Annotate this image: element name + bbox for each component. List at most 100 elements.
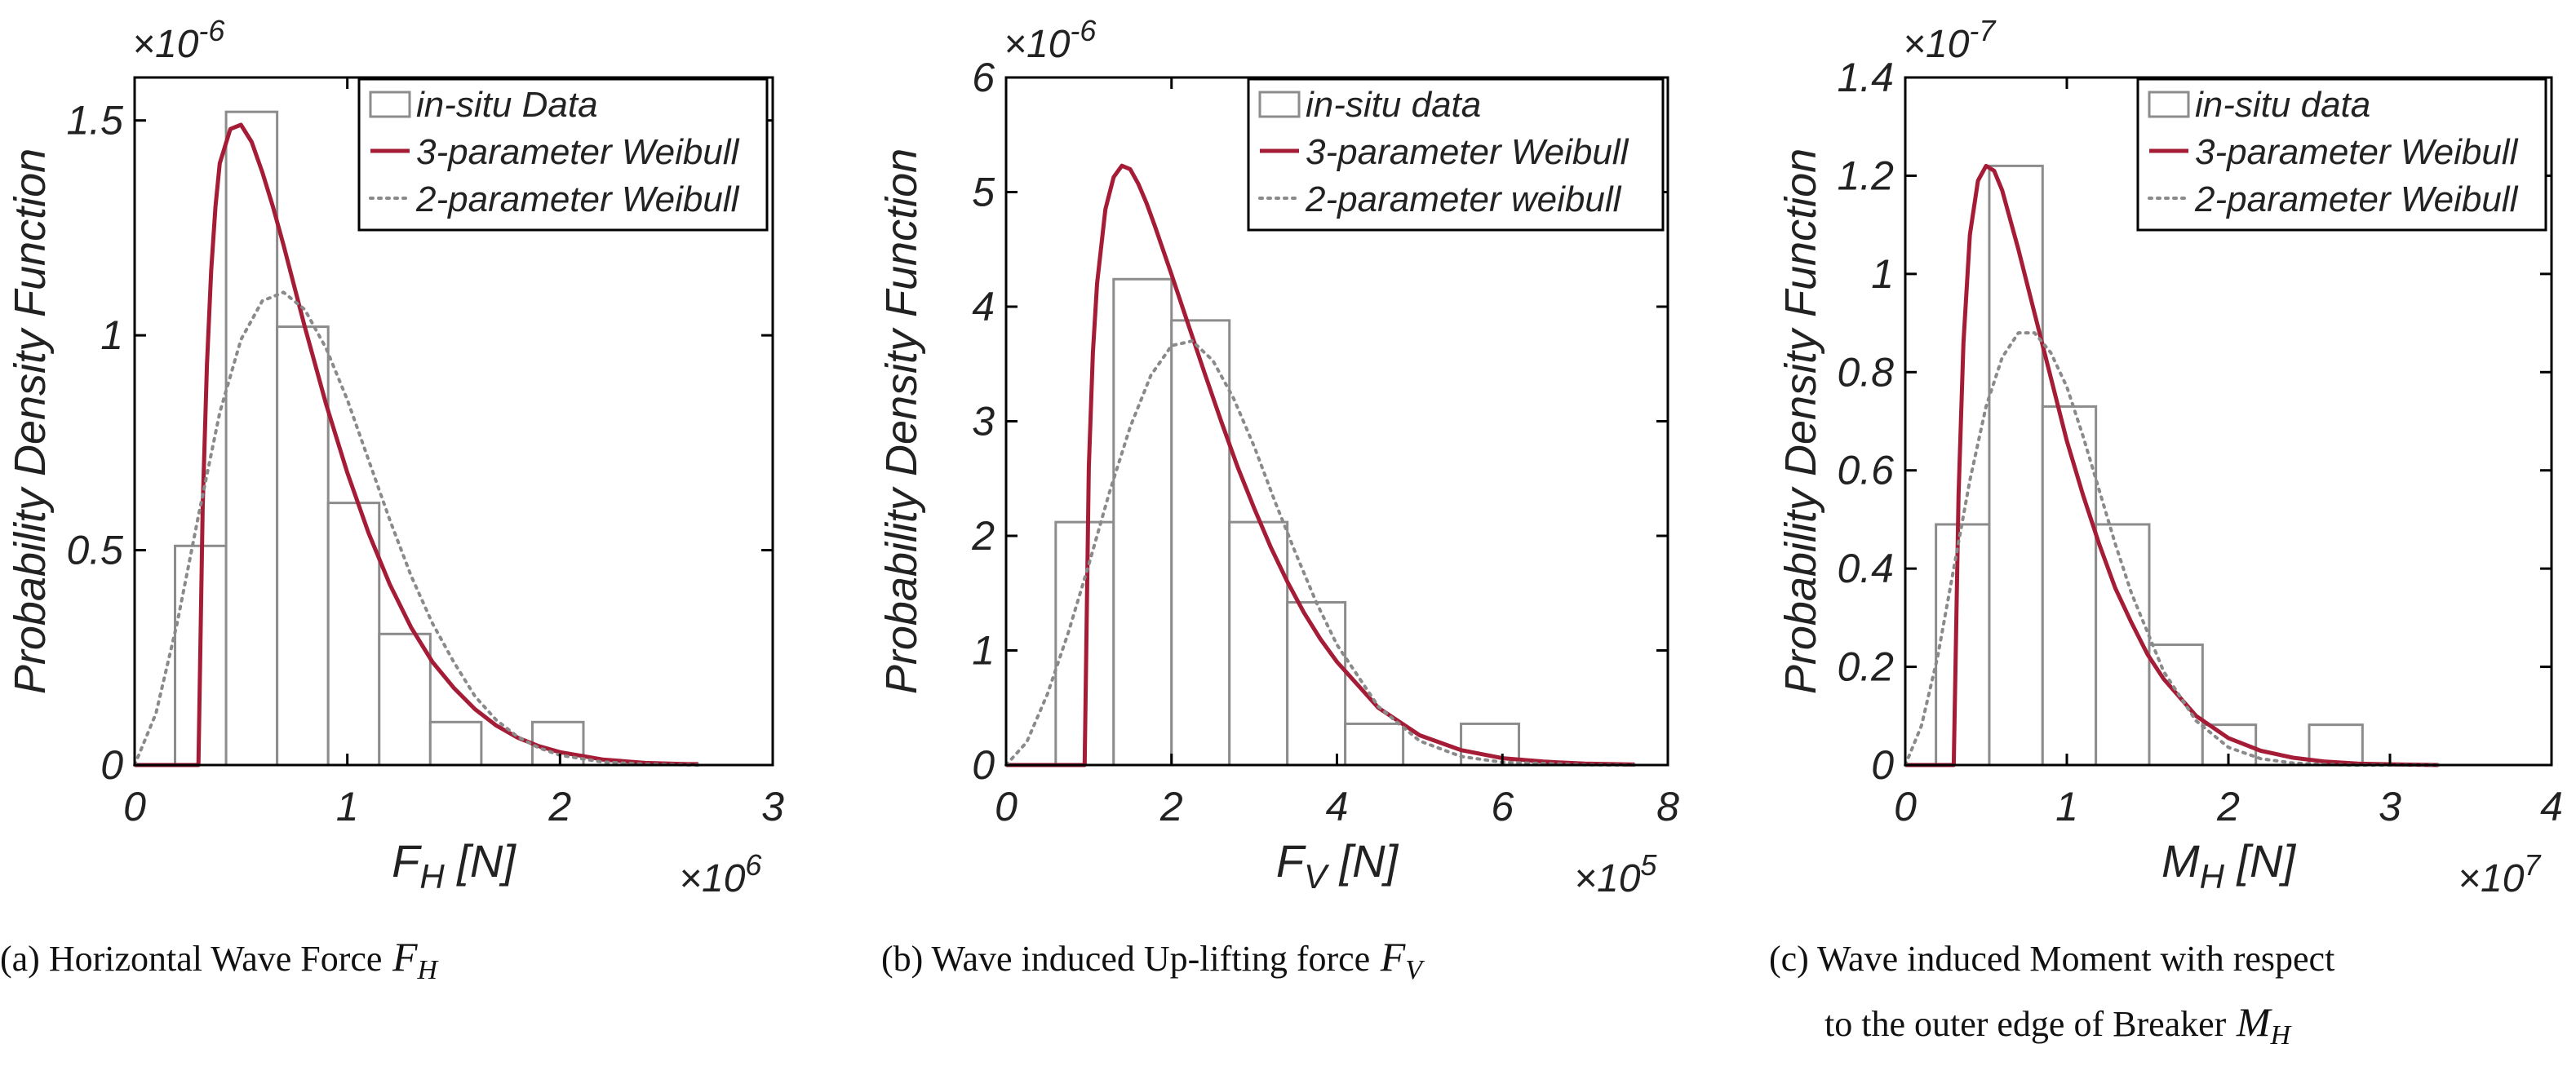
y-tick-label: 4	[972, 284, 995, 330]
legend-box	[357, 77, 769, 232]
curve-3-parameter-weibull	[1905, 163, 2439, 767]
y-tick-label: 1	[100, 312, 123, 358]
x-tick-label: 3	[2379, 784, 2401, 829]
x-tick-label: 1	[2055, 784, 2078, 829]
histogram-bar	[1286, 600, 1347, 767]
x-label-unit: [N]	[445, 835, 517, 887]
caption-symbol: F	[382, 934, 418, 980]
x-tick-label: 8	[1656, 784, 1679, 829]
x-label-subscript: V	[1304, 857, 1330, 896]
curve-2-parameter-weibull	[133, 290, 700, 767]
chart-panel-1: 0 1 2 3 0 0.5 1 1.5×10-6 ×106 FH [N] Probability D…	[0, 14, 784, 985]
histogram-bar	[428, 720, 483, 767]
y-tick-label: 3	[972, 399, 995, 445]
axes-frame	[133, 76, 774, 767]
x-label-unit: [N]	[2224, 835, 2297, 887]
histogram-bar	[1228, 520, 1289, 767]
legend-swatch-histogram	[2148, 91, 2190, 118]
y-tick-label: 0	[100, 742, 123, 788]
y-tick-label: 0.5	[66, 528, 123, 573]
histogram-bar	[2041, 405, 2098, 767]
y-tick-label: 0.6	[1837, 448, 1894, 493]
y-axis-multiplier: ×10-7	[1903, 14, 1997, 66]
legend-label: in-situ Data	[416, 85, 598, 125]
y-tick-label: 1	[1871, 251, 1894, 297]
histogram-bar	[1112, 277, 1173, 767]
y-multiplier-exponent: -6	[198, 14, 225, 47]
histogram-bar	[1344, 722, 1405, 767]
caption-symbol: M	[2226, 999, 2272, 1045]
legend-box	[1247, 77, 1665, 232]
legend-label: 3-parameter Weibull	[416, 132, 740, 172]
x-axis-multiplier: ×106	[679, 848, 762, 900]
histogram-bar	[224, 110, 279, 767]
x-multiplier-exponent: 5	[1640, 848, 1657, 882]
x-tick-label: 0	[1894, 784, 1917, 829]
legend-swatch-histogram	[1258, 91, 1301, 118]
x-axis-multiplier: ×107	[2458, 848, 2542, 900]
y-tick-label: 0.4	[1837, 546, 1894, 591]
legend-label: in-situ data	[2195, 85, 2370, 125]
legend-box	[2136, 77, 2547, 232]
y-tick-label: 0	[972, 742, 995, 788]
y-tick-label: 2	[971, 513, 995, 559]
y-axis-multiplier: ×10-6	[1004, 14, 1097, 66]
legend-label: in-situ data	[1306, 85, 1481, 125]
y-tick-label: 1.5	[66, 98, 123, 144]
caption-symbol-subscript: V	[1405, 955, 1425, 985]
y-tick-label: 1	[972, 628, 995, 674]
caption-symbol-subscript: H	[2270, 1020, 2293, 1051]
caption: (a) Horizontal Wave Force FH	[0, 934, 440, 985]
curve-3-parameter-weibull	[135, 122, 698, 767]
curve-3-parameter-weibull	[1006, 163, 1635, 767]
x-tick-label: 3	[761, 784, 784, 829]
legend-label: 3-parameter Weibull	[1306, 132, 1629, 172]
x-axis-multiplier: ×105	[1574, 848, 1657, 900]
caption-symbol-subscript: H	[417, 955, 440, 985]
legend-label: 2-parameter weibull	[1305, 179, 1622, 219]
x-label-unit: [N]	[1327, 835, 1399, 887]
histogram-bar	[2148, 643, 2204, 767]
y-axis-label: Probability Density Function	[6, 148, 55, 694]
y-tick-label: 0.8	[1837, 349, 1894, 395]
y-multiplier-exponent: -7	[1969, 14, 1997, 47]
histogram-bar	[2308, 723, 2364, 767]
y-axis-multiplier: ×10-6	[132, 14, 225, 66]
histogram-bar	[1935, 523, 1991, 767]
histogram-bar	[276, 325, 330, 767]
x-tick-label: 4	[1326, 784, 1349, 829]
x-multiplier-exponent: 6	[745, 848, 762, 882]
y-multiplier-exponent: -6	[1070, 14, 1097, 47]
y-tick-label: 1.2	[1837, 153, 1894, 198]
caption-symbol: F	[1370, 934, 1406, 980]
x-tick-label: 2	[1159, 784, 1183, 829]
x-tick-label: 0	[995, 784, 1018, 829]
x-label-subscript: H	[419, 857, 445, 896]
y-axis-label: Probability Density Function	[1776, 148, 1825, 694]
x-tick-label: 0	[123, 784, 146, 829]
x-tick-label: 2	[2216, 784, 2240, 829]
histogram-bar	[1170, 319, 1231, 767]
curve-2-parameter-weibull	[1904, 331, 2441, 767]
histogram-bar	[1988, 164, 2044, 767]
caption: (c) Wave induced Moment with respect	[1769, 939, 2334, 979]
legend-label: 2-parameter Weibull	[415, 179, 740, 219]
y-axis-label: Probability Density Function	[877, 148, 926, 694]
y-tick-label: 1.4	[1837, 55, 1894, 100]
x-tick-label: 2	[548, 784, 571, 829]
x-multiplier-exponent: 7	[2524, 848, 2542, 882]
legend-label: 2-parameter Weibull	[2194, 179, 2519, 219]
caption-line-2: to the outer edge of Breaker MH	[1824, 999, 2293, 1051]
y-tick-label: 0	[1871, 742, 1894, 788]
x-axis-label: MH [N]	[2161, 835, 2297, 896]
x-axis-label: FH [N]	[392, 835, 517, 896]
x-tick-label: 4	[2540, 784, 2563, 829]
histogram-bar	[326, 502, 381, 767]
x-label-subscript: H	[2200, 857, 2225, 896]
curve-2-parameter-weibull	[1004, 339, 1637, 767]
legend-label: 3-parameter Weibull	[2195, 132, 2519, 172]
caption: (b) Wave induced Up-lifting force FV	[881, 934, 1425, 985]
y-tick-label: 5	[972, 170, 995, 215]
